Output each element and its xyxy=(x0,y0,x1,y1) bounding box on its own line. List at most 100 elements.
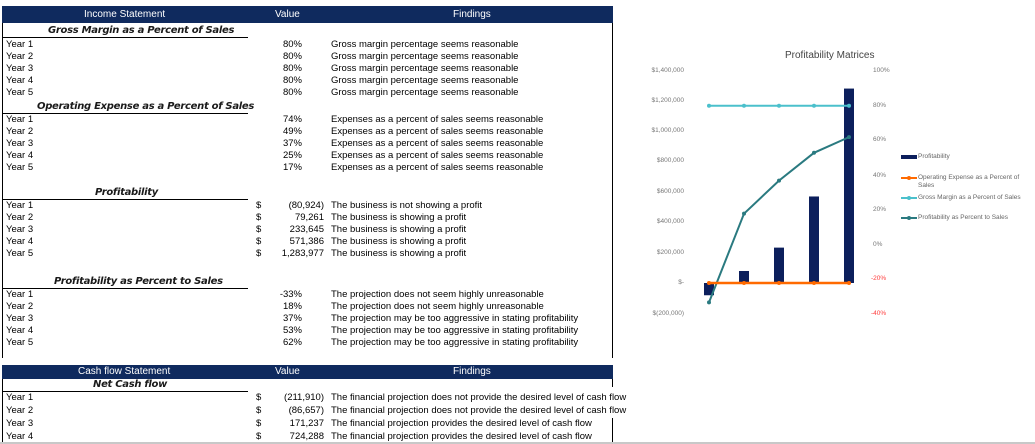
legend-swatch-icon xyxy=(901,176,917,180)
row-label: Year 4 xyxy=(6,150,34,161)
operating-expense-line-marker[interactable] xyxy=(847,280,851,285)
row-finding: The business is not showing a profit xyxy=(331,200,483,211)
row-label: Year 5 xyxy=(6,337,34,348)
row-currency: $ xyxy=(256,405,262,416)
legend-label: Profitability as Percent to Sales xyxy=(918,214,1008,221)
header-value: Value xyxy=(275,9,300,20)
section-title-gross-margin: Gross Margin as a Percent of Sales xyxy=(48,25,235,36)
row-label: Year 1 xyxy=(6,289,34,300)
table-row: Year 3 37% The projection may be too aggre… xyxy=(2,313,612,325)
profitability-bar[interactable] xyxy=(774,247,784,283)
table-row: Year 4 25% Expenses as a percent of sales … xyxy=(2,150,612,162)
row-value: 80% xyxy=(282,63,302,74)
table-row: Year 3 37% Expenses as a percent of sales … xyxy=(2,138,612,150)
right-axis-tick: 40% xyxy=(873,172,887,179)
row-label: Year 1 xyxy=(6,200,34,211)
row-finding: Expenses as a percent of sales seems rea… xyxy=(331,162,544,173)
profitability-bar[interactable] xyxy=(739,270,749,283)
row-label: Year 2 xyxy=(6,212,34,223)
profitability-bar[interactable] xyxy=(809,196,819,283)
table-row: Year 4 $571,386 The business is showing a … xyxy=(2,236,612,248)
row-value: 80% xyxy=(282,51,302,62)
row-finding: The business is showing a profit xyxy=(331,248,467,259)
table-row: Year 2 80% Gross margin percentage seems r… xyxy=(2,51,612,63)
operating-expense-line-marker[interactable] xyxy=(777,280,781,285)
row-value: -33% xyxy=(279,289,302,300)
profitability-pct-line-marker[interactable] xyxy=(777,178,781,183)
cashflow-statement-header: Cash flow Statement Value Findings xyxy=(2,365,613,379)
table-row: Year 5 80% Gross margin percentage seems r… xyxy=(2,87,612,99)
table-row: Year 1 74% Expenses as a percent of sales … xyxy=(2,114,612,126)
row-value: 18% xyxy=(282,301,302,312)
row-label: Year 4 xyxy=(6,236,34,247)
row-finding: The business is showing a profit xyxy=(331,236,467,247)
cashflow-right-border xyxy=(612,418,613,444)
table-row: Year 1 $ (211,910) The financial projection… xyxy=(2,392,626,404)
profitability-pct-line-marker[interactable] xyxy=(707,300,711,305)
row-label: Year 1 xyxy=(6,39,34,50)
table-row: Year 1 -33% The projection does not seem h… xyxy=(2,289,612,301)
row-currency: $ xyxy=(256,236,262,247)
gross-margin-line-marker[interactable] xyxy=(847,103,851,108)
profitability-bar[interactable] xyxy=(844,88,854,283)
operating-expense-line-marker[interactable] xyxy=(707,280,711,285)
row-finding: The financial projection provides the de… xyxy=(331,418,592,429)
row-finding: The projection may be too aggressive in … xyxy=(331,313,579,324)
bottom-divider xyxy=(0,442,1035,444)
left-axis-tick: $- xyxy=(678,279,684,286)
cashflow-left-border xyxy=(2,379,3,444)
table-row: Year 1 80% Gross margin percentage seems r… xyxy=(2,39,612,51)
right-axis-tick: -20% xyxy=(871,275,887,282)
row-value: 171,237 xyxy=(289,418,324,429)
profitability-pct-line-marker[interactable] xyxy=(742,211,746,216)
right-axis-tick: -40% xyxy=(871,310,887,317)
table-row: Year 5 62% The projection may be too aggre… xyxy=(2,337,612,349)
table-row: Year 5 $1,283,977 The business is showing … xyxy=(2,248,612,260)
row-finding: The projection does not seem highly unre… xyxy=(331,289,544,300)
chart-title: Profitability Matrices xyxy=(785,50,875,61)
table-row: Year 2 18% The projection does not seem hi… xyxy=(2,301,612,313)
section-underline xyxy=(2,288,248,289)
row-currency: $ xyxy=(256,418,262,429)
income-statement-header: Income Statement Value Findings xyxy=(2,6,613,23)
row-value: 37% xyxy=(282,138,302,149)
income-left-border xyxy=(2,23,3,358)
row-label: Year 3 xyxy=(6,138,34,149)
row-value: 79,261 xyxy=(294,212,324,223)
profitability-pct-line-marker[interactable] xyxy=(812,150,816,155)
gross-margin-line-marker[interactable] xyxy=(777,103,781,108)
row-finding: Gross margin percentage seems reasonable xyxy=(331,51,519,62)
row-finding: Gross margin percentage seems reasonable xyxy=(331,39,519,50)
right-axis-tick: 0% xyxy=(873,241,883,248)
row-label: Year 3 xyxy=(6,313,34,324)
section-title-net-cash-flow: Net Cash flow xyxy=(93,379,168,390)
gross-margin-line-marker[interactable] xyxy=(812,103,816,108)
left-axis-tick: $800,000 xyxy=(656,157,684,164)
chart-profitability-matrices[interactable]: Profitability Matrices xyxy=(620,40,1035,340)
legend-label: Gross Margin as a Percent of Sales xyxy=(918,194,1021,201)
header-statement: Income Statement xyxy=(84,9,166,20)
operating-expense-line-marker[interactable] xyxy=(742,280,746,285)
row-currency: $ xyxy=(256,212,262,223)
header-findings: Findings xyxy=(453,9,491,20)
row-value: 80% xyxy=(282,87,302,98)
right-axis-tick: 80% xyxy=(873,102,887,109)
right-axis-tick: 100% xyxy=(873,67,890,74)
row-value: 74% xyxy=(282,114,302,125)
operating-expense-line-marker[interactable] xyxy=(812,280,816,285)
gross-margin-line-marker[interactable] xyxy=(742,103,746,108)
row-value: 80% xyxy=(282,39,302,50)
row-finding: The projection does not seem highly unre… xyxy=(331,301,544,312)
table-row: Year 3 $233,645 The business is showing a … xyxy=(2,224,612,236)
profitability-bar[interactable] xyxy=(704,283,714,296)
row-value: 17% xyxy=(282,162,302,173)
row-currency: $ xyxy=(256,224,262,235)
table-row: Year 4 80% Gross margin percentage seems r… xyxy=(2,75,612,87)
table-row: Year 3 80% Gross margin percentage seems r… xyxy=(2,63,612,75)
row-value: 724,288 xyxy=(289,431,324,442)
row-label: Year 3 xyxy=(6,63,34,74)
gross-margin-line-marker[interactable] xyxy=(707,103,711,108)
profitability-pct-line-marker[interactable] xyxy=(847,135,851,140)
row-finding: The financial projection does not provid… xyxy=(331,392,627,403)
